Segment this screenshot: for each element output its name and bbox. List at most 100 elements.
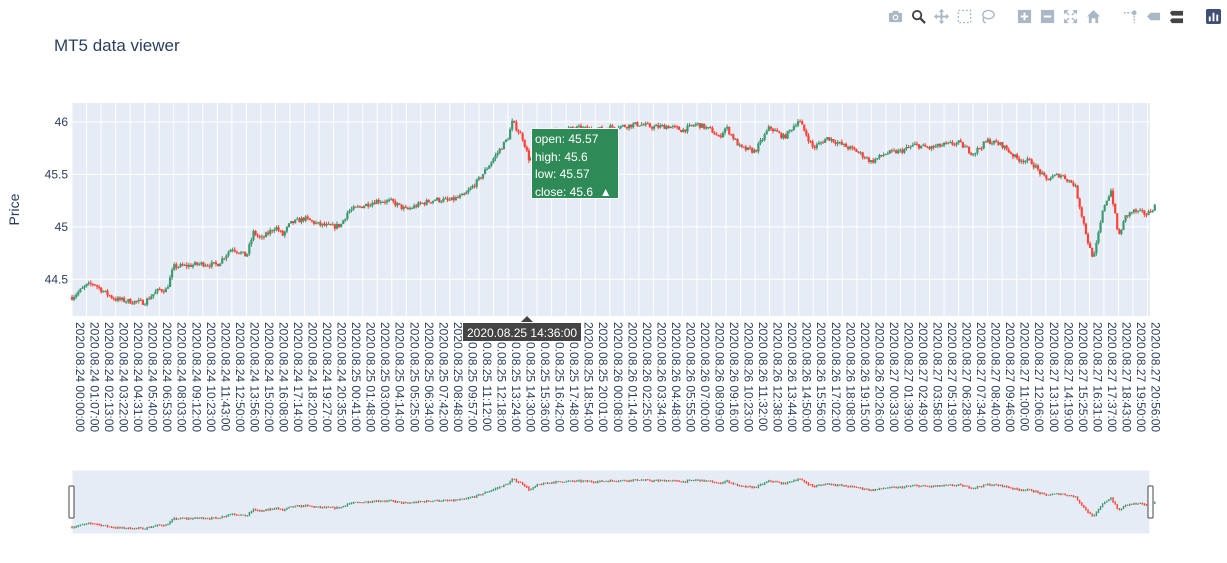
- x-tick-label: 2020.08.24 02:13:00: [102, 322, 116, 432]
- candle: [123, 296, 126, 303]
- candle-body: [168, 277, 172, 288]
- candle-body: [511, 120, 514, 130]
- hover-tooltip: open: 45.57 high: 45.6 low: 45.57 close:…: [531, 128, 619, 199]
- candle-body: [965, 146, 969, 148]
- x-tick-label: 2020.08.25 00:41:00: [349, 322, 363, 432]
- candle: [740, 144, 743, 149]
- candle-body: [769, 126, 773, 129]
- candle: [327, 221, 330, 225]
- candle: [763, 132, 766, 142]
- candle: [652, 124, 656, 131]
- candle-body: [621, 125, 624, 127]
- candle: [673, 124, 677, 129]
- candle: [287, 223, 291, 228]
- x-tick-label: 2020.08.26 12:38:00: [771, 322, 785, 432]
- candle-body: [1091, 247, 1094, 257]
- candle: [1136, 210, 1140, 214]
- candle-body: [721, 132, 725, 138]
- candle-body: [642, 124, 645, 126]
- x-tick-label: 2020.08.25 01:48:00: [364, 322, 378, 432]
- zoom-out-icon[interactable]: [1038, 7, 1057, 26]
- candle-body: [1005, 145, 1008, 150]
- candle: [1055, 172, 1058, 176]
- x-tick-label: 2020.08.25 08:48:00: [451, 322, 465, 432]
- candle-body: [999, 142, 1002, 145]
- x-tick-label: 2020.08.27 03:58:00: [931, 322, 945, 432]
- rangeslider-handle-right[interactable]: [1147, 485, 1154, 519]
- candle-body: [682, 129, 685, 133]
- hover-compare-icon[interactable]: [1167, 7, 1186, 26]
- candle-body: [1105, 200, 1108, 206]
- candle-body: [233, 249, 236, 252]
- x-tick-label: 2020.08.25 05:25:00: [407, 322, 421, 432]
- candle: [223, 257, 226, 261]
- candle: [888, 149, 891, 155]
- candle-body: [431, 200, 435, 203]
- x-tick-label: 2020.08.27 18:43:00: [1119, 322, 1133, 432]
- candle-body: [878, 154, 881, 158]
- candle-body: [761, 139, 764, 141]
- candle: [694, 122, 697, 127]
- candle-body: [87, 282, 90, 284]
- candle: [185, 262, 188, 270]
- candle: [340, 223, 343, 228]
- camera-icon[interactable]: [886, 7, 905, 26]
- candle-body: [786, 131, 789, 139]
- candle: [490, 161, 493, 168]
- candle-body: [1059, 175, 1063, 178]
- candle-body: [692, 125, 695, 127]
- candle-body: [882, 155, 885, 157]
- reset-axes-icon[interactable]: [1084, 7, 1103, 26]
- candle-body: [440, 201, 443, 203]
- x-tick-label: 2020.08.25 15:36:00: [538, 322, 552, 432]
- candle: [427, 199, 430, 203]
- candle: [851, 145, 854, 151]
- x-tick-label: 2020.08.26 03:34:00: [654, 322, 668, 432]
- candle: [1120, 229, 1123, 236]
- candle: [302, 217, 305, 223]
- modebar: [886, 6, 1223, 26]
- candle: [244, 251, 247, 257]
- candle: [1091, 247, 1094, 258]
- candle-body: [509, 129, 512, 140]
- spike-lines-icon[interactable]: [1121, 7, 1140, 26]
- autoscale-icon[interactable]: [1061, 7, 1080, 26]
- candle: [890, 148, 894, 153]
- candle-body: [152, 294, 155, 297]
- plotly-logo-icon[interactable]: [1204, 7, 1223, 26]
- candle: [398, 203, 401, 206]
- candle-body: [102, 291, 105, 293]
- zoom-in-icon[interactable]: [1015, 7, 1034, 26]
- candle-body: [189, 264, 193, 267]
- candle: [525, 145, 528, 153]
- candle-body: [271, 230, 274, 232]
- candle-body: [329, 223, 332, 226]
- rangeslider-handle-left[interactable]: [68, 485, 75, 519]
- lasso-select-icon[interactable]: [978, 7, 997, 26]
- candle: [1097, 230, 1100, 245]
- candle-body: [471, 185, 474, 188]
- box-select-icon[interactable]: [955, 7, 974, 26]
- candle: [836, 139, 839, 147]
- candle: [1053, 174, 1056, 177]
- candle: [696, 122, 699, 127]
- candle-body: [106, 290, 109, 296]
- x-tick-label: 2020.08.25 13:24:00: [509, 322, 523, 432]
- candle-body: [940, 145, 944, 147]
- tooltip-close: close: 45.6: [535, 184, 594, 199]
- candle: [310, 219, 314, 223]
- zoom-icon[interactable]: [909, 7, 928, 26]
- candle-body: [310, 220, 314, 222]
- candle: [356, 204, 359, 208]
- candle-body: [584, 126, 587, 128]
- candle-body: [765, 130, 768, 135]
- candle: [461, 192, 464, 196]
- candle: [782, 132, 785, 140]
- candle: [1043, 171, 1046, 177]
- hover-closest-icon[interactable]: [1144, 7, 1163, 26]
- candle: [849, 145, 852, 151]
- candle-body: [801, 121, 804, 125]
- candle: [492, 157, 495, 164]
- pan-icon[interactable]: [932, 7, 951, 26]
